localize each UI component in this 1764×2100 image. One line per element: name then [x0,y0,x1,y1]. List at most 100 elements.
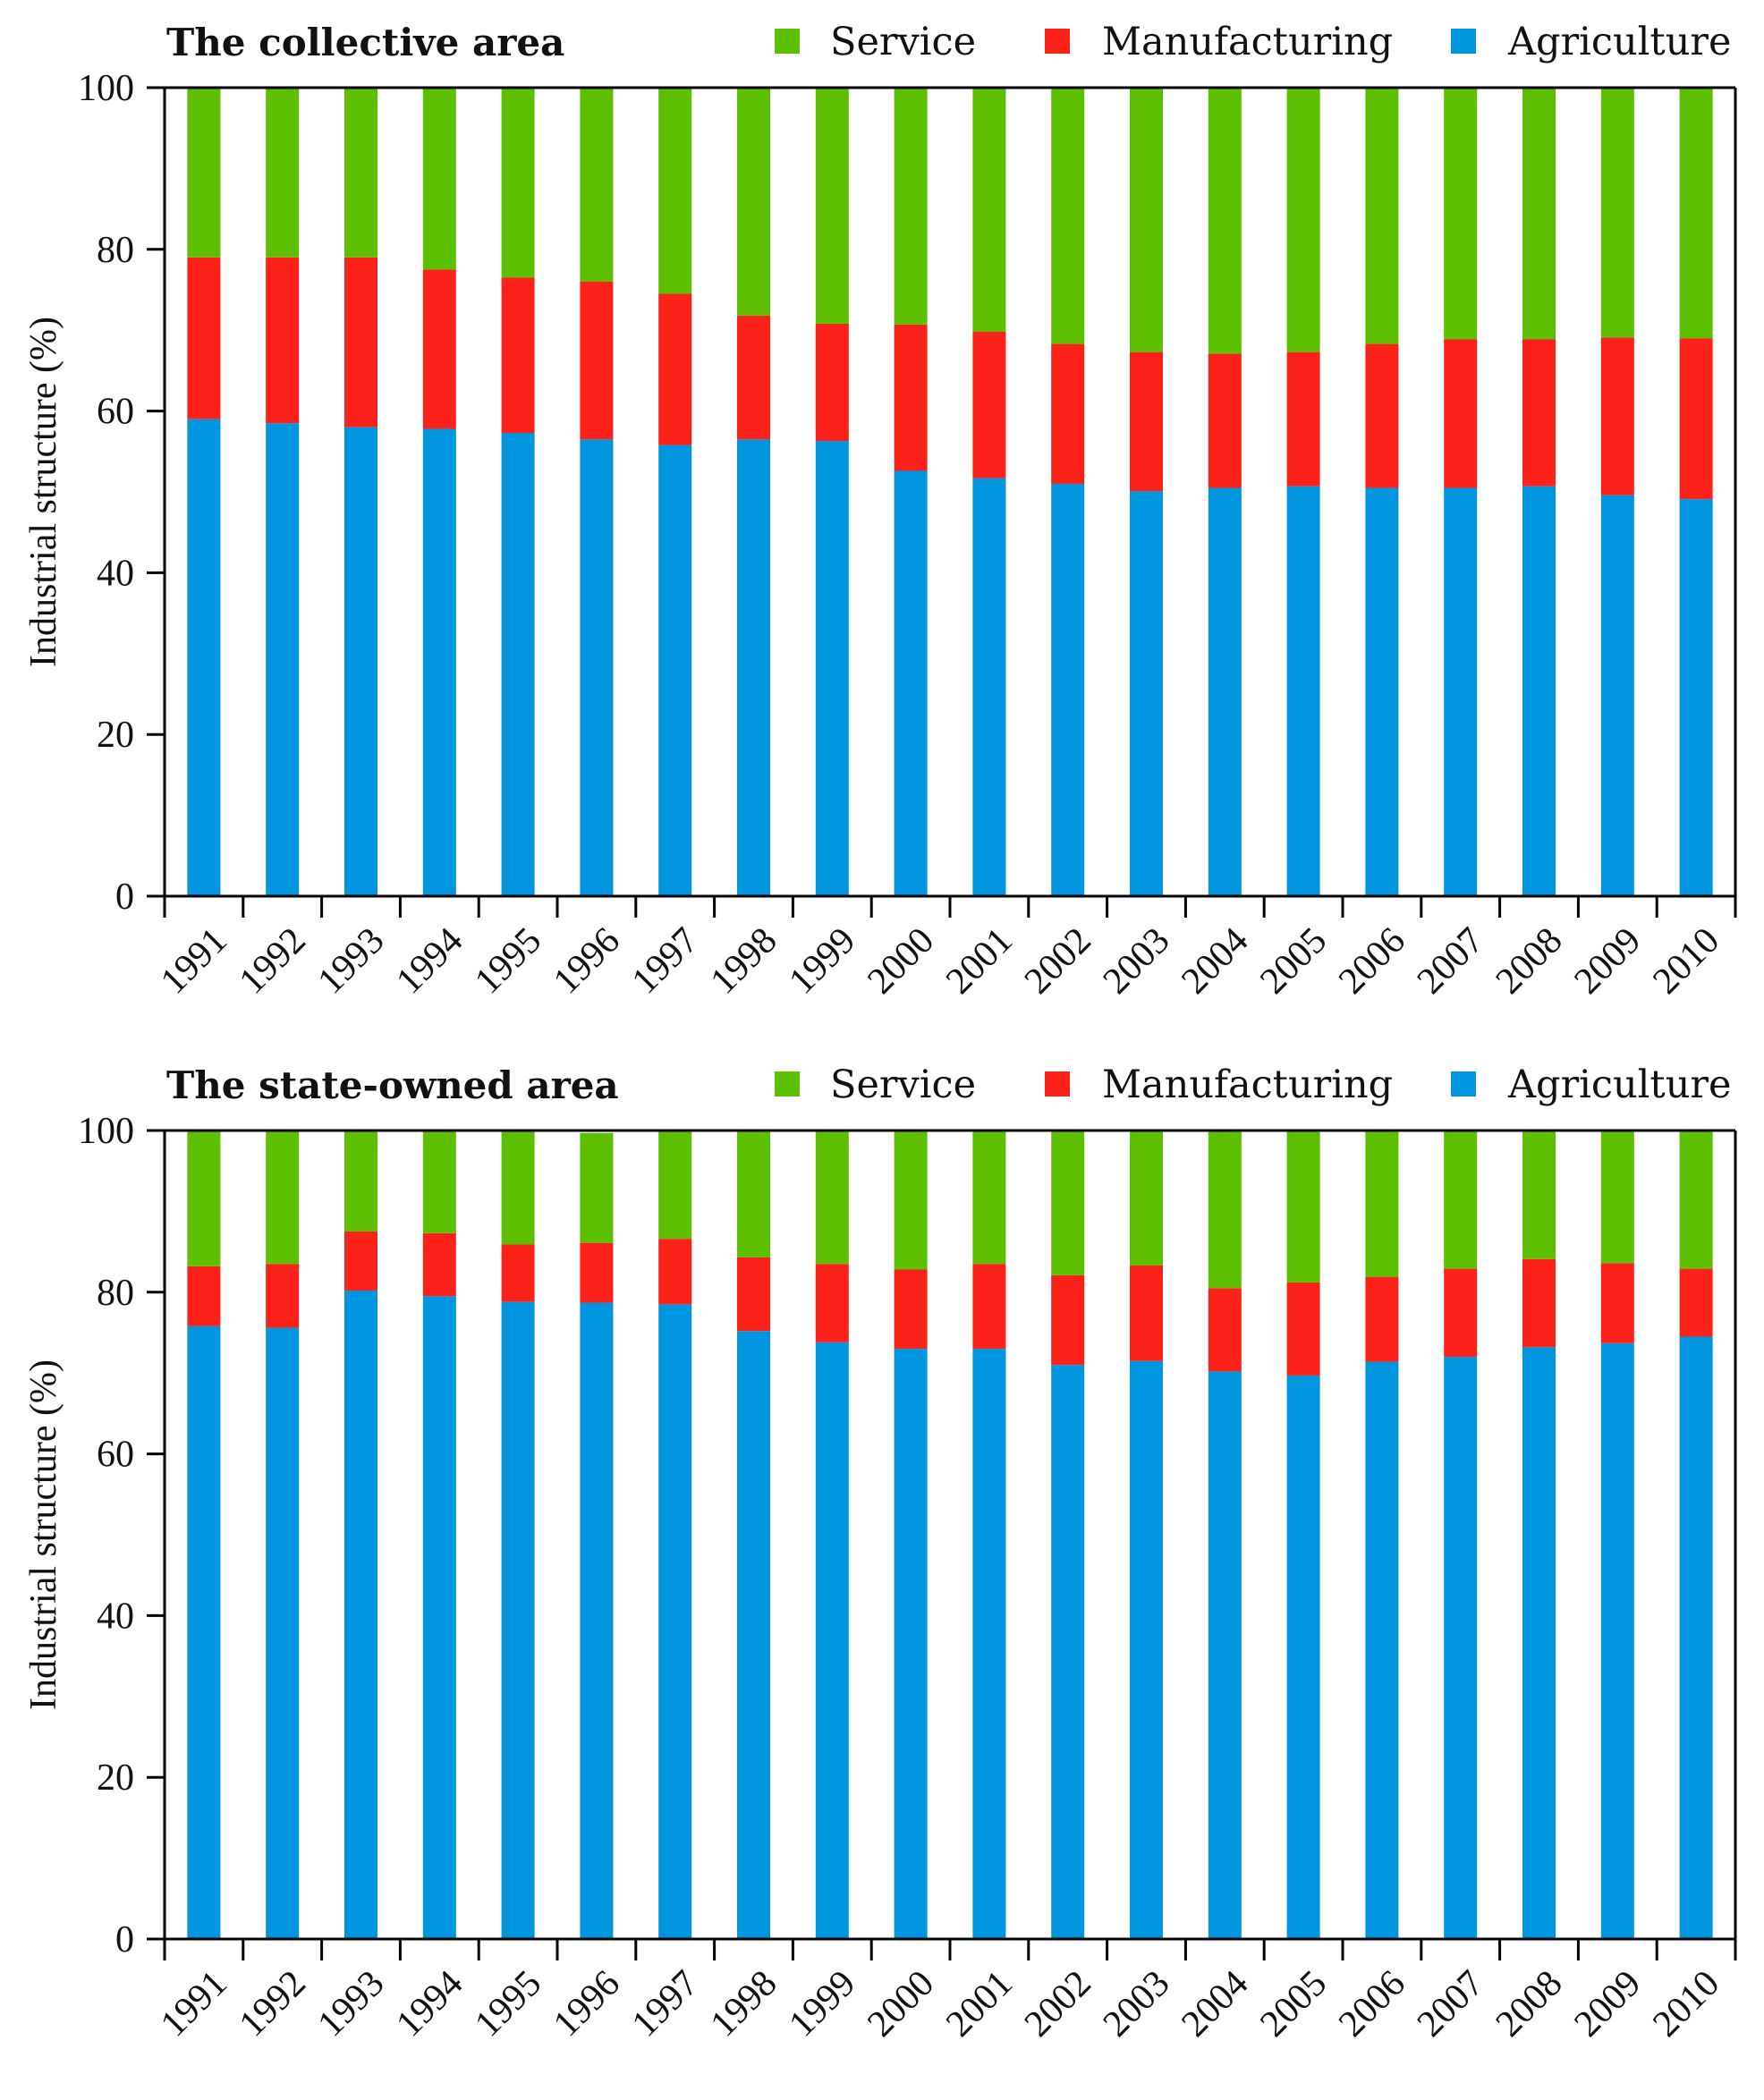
x-tick-label-1991: 1991 [153,920,235,1003]
bar-service-2001 [972,1130,1006,1265]
bar-manufacturing-1992 [266,1264,300,1328]
y-tick-label: 80 [97,1273,134,1314]
x-tick-label-2002: 2002 [1017,1963,1099,2045]
panel-collective-area: 0 20 40 60 80 100 1991199219931994199519961997… [23,20,1737,1003]
x-tick-label-1998: 1998 [703,1963,785,2045]
x-tick-label-2007: 2007 [1410,1963,1492,2045]
legend-swatch-agriculture [1451,29,1476,54]
x-tick-label-1996: 1996 [546,1963,628,2045]
x-tick-label-1993: 1993 [310,920,393,1003]
bar-manufacturing-2001 [972,1264,1006,1350]
bar-service-1999 [815,88,849,324]
bar-manufacturing-1992 [266,257,300,424]
legend-label-manufacturing: Manufacturing [1102,1063,1393,1107]
bar-agriculture-2004 [1208,1371,1242,1939]
bar-agriculture-2006 [1365,487,1399,896]
bar-manufacturing-2010 [1679,1268,1713,1337]
bar-agriculture-1993 [344,427,377,896]
x-tick-label-1997: 1997 [624,920,707,1003]
bar-service-1996 [580,1132,614,1243]
panel-title: The collective area [166,21,564,64]
bar-agriculture-2007 [1444,1357,1478,1939]
bar-service-1999 [815,1130,849,1265]
bar-agriculture-2001 [972,478,1006,896]
bar-service-1992 [266,1130,300,1265]
x-tick-label-2007: 2007 [1410,920,1492,1003]
x-tick-label-2000: 2000 [860,920,942,1003]
bar-service-2000 [894,1130,928,1270]
bar-service-1998 [737,88,770,316]
bar-agriculture-2009 [1600,495,1634,896]
bar-service-2002 [1051,88,1085,344]
bar-manufacturing-1999 [815,323,849,442]
x-tick-label-1999: 1999 [781,920,863,1003]
x-tick-label-1994: 1994 [388,1963,471,2045]
bar-manufacturing-1996 [580,1242,614,1303]
y-tick-label: 100 [78,68,134,109]
x-tick-label-2010: 2010 [1645,920,1727,1003]
x-tick-label-2005: 2005 [1252,1963,1335,2045]
x-tick-label-2004: 2004 [1174,1963,1256,2045]
bar-agriculture-1996 [580,439,614,896]
y-tick-label: 80 [97,230,134,271]
legend-swatch-service [775,1071,800,1097]
bar-manufacturing-2003 [1130,351,1163,492]
bar-manufacturing-1993 [344,1232,377,1291]
y-axis-title: Industrial structure (%) [23,317,64,667]
bar-agriculture-2005 [1286,486,1320,896]
x-tick-label-2001: 2001 [938,1963,1021,2045]
bar-agriculture-2010 [1679,499,1713,896]
bar-manufacturing-2002 [1051,343,1085,484]
bar-service-2007 [1444,1130,1478,1269]
y-tick-label: 60 [97,392,134,433]
x-tick-label-2006: 2006 [1331,920,1413,1003]
legend-label-manufacturing: Manufacturing [1102,20,1393,64]
bar-service-1991 [187,88,221,258]
bar-agriculture-1994 [422,1296,456,1939]
bar-manufacturing-1994 [422,269,456,429]
bar-service-1996 [580,88,614,282]
bar-agriculture-1991 [187,419,221,896]
bar-service-1994 [422,1130,456,1233]
bar-agriculture-2003 [1130,491,1163,896]
bar-manufacturing-2001 [972,332,1006,478]
bar-agriculture-1991 [187,1325,221,1939]
x-tick-label-2008: 2008 [1488,920,1571,1003]
bar-agriculture-1992 [266,423,300,896]
x-tick-label-2001: 2001 [938,920,1021,1003]
x-tick-label-2004: 2004 [1174,920,1256,1003]
x-tick-label-2003: 2003 [1096,920,1178,1003]
x-tick-label-1996: 1996 [546,920,628,1003]
bar-service-1995 [501,1130,535,1245]
bar-manufacturing-1993 [344,257,377,428]
bar-service-1998 [737,1130,770,1257]
bar-manufacturing-1991 [187,257,221,419]
bar-agriculture-1999 [815,1342,849,1939]
bar-manufacturing-2008 [1522,339,1556,487]
bar-agriculture-2006 [1365,1361,1399,1939]
bar-agriculture-1996 [580,1302,614,1939]
bar-service-2004 [1208,88,1242,354]
bar-manufacturing-2009 [1600,337,1634,495]
x-tick-label-2002: 2002 [1017,920,1099,1003]
x-tick-label-1993: 1993 [310,1963,393,2045]
bar-service-1997 [658,1130,692,1240]
bar-manufacturing-2002 [1051,1274,1085,1366]
bar-agriculture-2001 [972,1349,1006,1939]
bar-service-2004 [1208,1130,1242,1289]
bar-agriculture-2008 [1522,486,1556,896]
bar-service-2000 [894,88,928,325]
bar-service-1993 [344,88,377,258]
x-tick-label-2006: 2006 [1331,1963,1413,2045]
bar-agriculture-2010 [1679,1336,1713,1939]
x-tick-label-2010: 2010 [1645,1963,1727,2045]
bar-service-1994 [422,88,456,270]
y-axis-title: Industrial structure (%) [23,1359,64,1710]
legend-label-agriculture: Agriculture [1507,20,1731,64]
bar-service-2001 [972,88,1006,333]
bar-manufacturing-2005 [1286,351,1320,487]
bar-manufacturing-2007 [1444,339,1478,488]
bar-service-1993 [344,1130,377,1232]
bar-service-2007 [1444,88,1478,340]
